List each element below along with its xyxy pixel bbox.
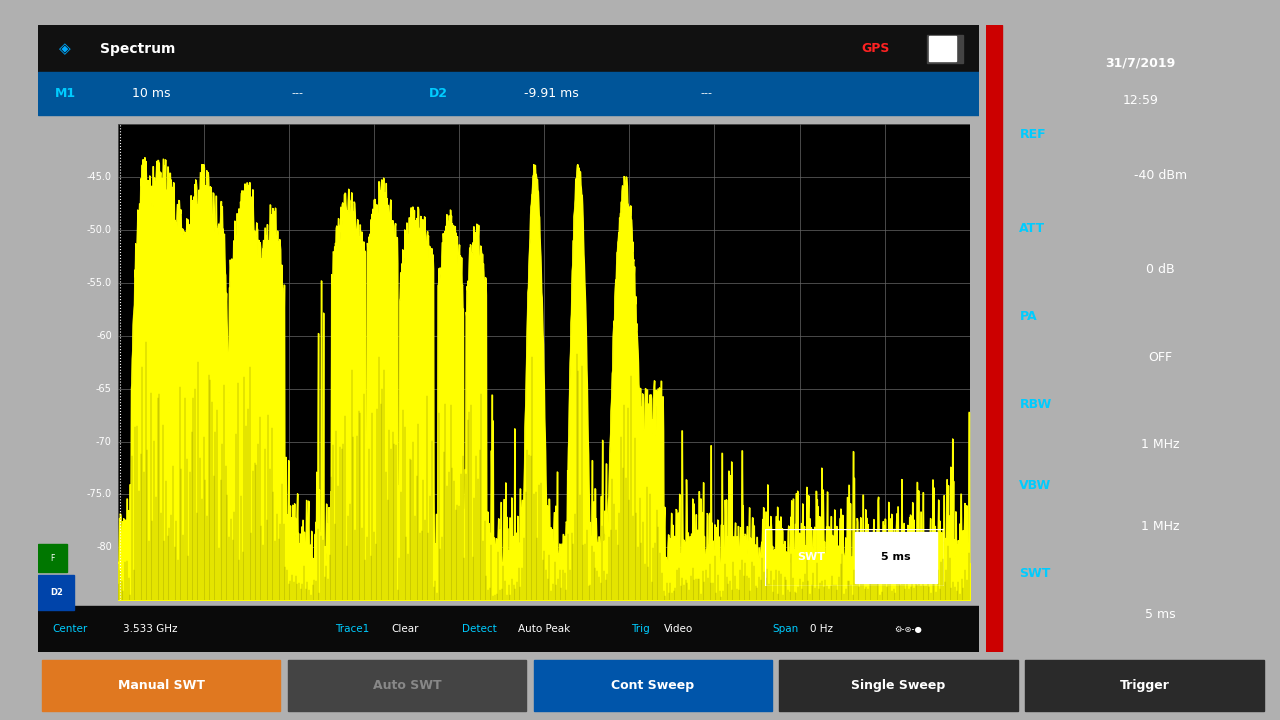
Text: -50.0: -50.0 xyxy=(87,225,111,235)
Text: PA: PA xyxy=(1019,310,1037,323)
Text: 0 Hz: 0 Hz xyxy=(810,624,833,634)
Text: Single Sweep: Single Sweep xyxy=(851,679,946,692)
Text: REF: REF xyxy=(1019,128,1046,141)
Text: Trigger: Trigger xyxy=(1120,679,1169,692)
Text: 12:59: 12:59 xyxy=(1123,94,1158,107)
Text: M1: M1 xyxy=(55,87,77,100)
Text: 1 MHz: 1 MHz xyxy=(1140,520,1179,533)
Text: Clear: Clear xyxy=(392,624,419,634)
Bar xyxy=(38,544,67,572)
Text: -55.0: -55.0 xyxy=(87,278,111,288)
Text: Center: Center xyxy=(52,624,88,634)
Text: -75.0: -75.0 xyxy=(87,490,111,500)
Text: Video: Video xyxy=(664,624,694,634)
Text: -40 dBm: -40 dBm xyxy=(1134,169,1187,182)
Text: SWT: SWT xyxy=(797,552,826,562)
Text: Span: Span xyxy=(772,624,799,634)
Text: SWT: SWT xyxy=(1019,567,1051,580)
Bar xyxy=(38,575,74,610)
Bar xyxy=(986,25,1002,652)
Text: 31/7/2019: 31/7/2019 xyxy=(1106,57,1175,70)
Text: -9.91 ms: -9.91 ms xyxy=(524,87,579,100)
Bar xyxy=(780,660,1018,711)
Text: -70: -70 xyxy=(96,436,111,446)
Text: 3.533 GHz: 3.533 GHz xyxy=(123,624,178,634)
Text: Auto SWT: Auto SWT xyxy=(372,679,442,692)
Bar xyxy=(38,25,979,72)
Text: -65: -65 xyxy=(96,384,111,394)
Bar xyxy=(1025,660,1263,711)
Text: Trace1: Trace1 xyxy=(335,624,369,634)
Text: ---: --- xyxy=(291,89,303,99)
Bar xyxy=(855,532,937,582)
Text: 10 ms: 10 ms xyxy=(132,87,170,100)
Text: D2: D2 xyxy=(50,588,63,597)
Text: D2: D2 xyxy=(429,87,448,100)
Bar xyxy=(929,37,956,61)
Bar xyxy=(38,72,979,114)
Bar xyxy=(534,660,772,711)
Text: -60: -60 xyxy=(96,330,111,341)
Text: Manual SWT: Manual SWT xyxy=(118,679,205,692)
Text: ⚙-⊛-●: ⚙-⊛-● xyxy=(895,624,923,634)
Text: -80: -80 xyxy=(96,542,111,552)
Text: -45.0: -45.0 xyxy=(87,172,111,182)
Text: VBW: VBW xyxy=(1019,479,1052,492)
Text: Cont Sweep: Cont Sweep xyxy=(612,679,694,692)
Text: OFF: OFF xyxy=(1148,351,1172,364)
Text: ATT: ATT xyxy=(1019,222,1046,235)
Text: RBW: RBW xyxy=(1019,397,1052,410)
Text: 0 dB: 0 dB xyxy=(1146,263,1175,276)
Text: GPS: GPS xyxy=(861,42,890,55)
Text: Spectrum: Spectrum xyxy=(100,42,175,55)
Text: F: F xyxy=(50,554,55,563)
Text: 5 ms: 5 ms xyxy=(1144,608,1175,621)
Text: Auto Peak: Auto Peak xyxy=(518,624,571,634)
Text: ◈: ◈ xyxy=(59,41,70,56)
Text: 1 MHz: 1 MHz xyxy=(1140,438,1179,451)
Text: ---: --- xyxy=(700,89,713,99)
Bar xyxy=(42,660,280,711)
Bar xyxy=(928,35,964,63)
Bar xyxy=(288,660,526,711)
Text: Detect: Detect xyxy=(462,624,497,634)
Bar xyxy=(38,606,979,652)
Text: 5 ms: 5 ms xyxy=(881,552,911,562)
Text: Trig: Trig xyxy=(631,624,650,634)
